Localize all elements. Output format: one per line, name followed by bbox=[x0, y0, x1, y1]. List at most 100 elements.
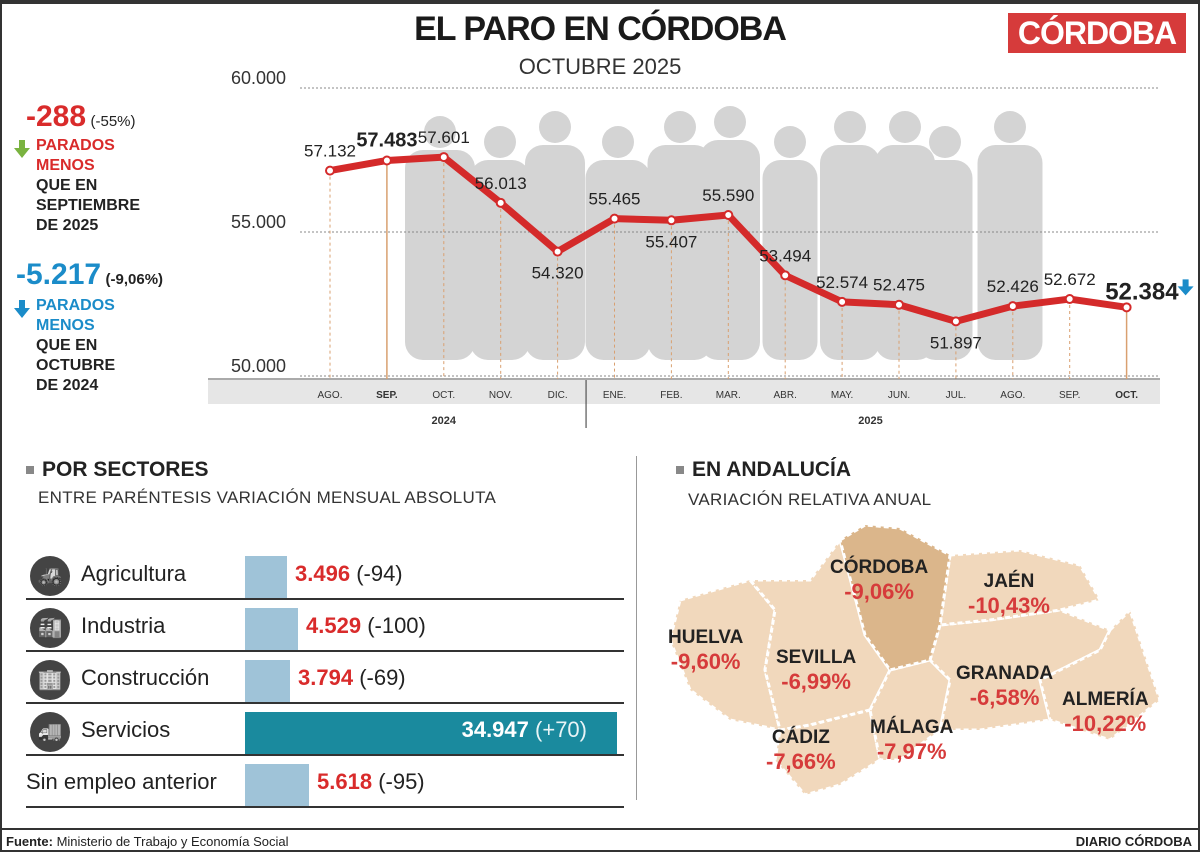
sector-row: 🚚 Servicios 34.947 (+70) bbox=[26, 704, 624, 756]
x-tick-label: OCT. bbox=[432, 390, 455, 401]
x-tick-label: AGO. bbox=[1000, 390, 1025, 401]
data-label: 52.426 bbox=[987, 277, 1039, 296]
arrow-down-icon bbox=[14, 140, 30, 158]
truck-icon: 🚚 bbox=[30, 712, 70, 752]
sector-value: 5.618 (-95) bbox=[317, 769, 425, 795]
sectors-subtitle: ENTRE PARÉNTESIS VARIACIÓN MENSUAL ABSOL… bbox=[38, 488, 497, 507]
province-cordoba bbox=[838, 523, 952, 672]
data-point bbox=[1007, 301, 1018, 312]
people-silhouettes-illustration bbox=[405, 106, 1043, 360]
data-label: 54.320 bbox=[532, 264, 584, 283]
data-point bbox=[438, 152, 449, 163]
stat-line: PARADOS bbox=[36, 137, 115, 154]
page-title: EL PARO EN CÓRDOBA bbox=[414, 10, 787, 48]
map-label-sevilla: SEVILLA -6,99% bbox=[776, 646, 856, 694]
andalucia-map bbox=[668, 523, 1162, 797]
sector-value: 3.496 (-94) bbox=[295, 561, 403, 587]
sector-value: 3.794 (-69) bbox=[298, 665, 406, 691]
data-point bbox=[894, 299, 904, 310]
province-pct: -7,66% bbox=[766, 749, 836, 774]
data-label: 55.407 bbox=[645, 232, 697, 251]
sector-count: 34.947 bbox=[461, 717, 529, 742]
data-label: 57.132 bbox=[304, 142, 356, 161]
buildings-icon: 🏢 bbox=[30, 660, 70, 700]
x-tick-label: ABR. bbox=[774, 390, 797, 401]
factory-icon: 🏭 bbox=[30, 608, 70, 648]
sector-count: 3.496 bbox=[295, 561, 351, 586]
data-point bbox=[837, 296, 848, 307]
province-name: JAÉN bbox=[983, 571, 1035, 592]
footer-source: Fuente: Ministerio de Trabajo y Economía… bbox=[6, 834, 289, 849]
sector-change: (-100) bbox=[367, 613, 426, 638]
sectors-title: POR SECTORES bbox=[26, 458, 208, 482]
data-label: 57.483 bbox=[356, 129, 417, 151]
sector-change: (-94) bbox=[356, 561, 403, 586]
x-tick-label: DIC. bbox=[548, 390, 568, 401]
stat-yearly-text: PARADOS MENOS QUE EN OCTUBRE DE 2024 bbox=[14, 296, 115, 396]
data-point bbox=[666, 215, 677, 226]
stat-line: PARADOS bbox=[36, 297, 115, 314]
arrow-down-icon bbox=[14, 300, 30, 318]
province-pct: -6,58% bbox=[969, 685, 1040, 710]
y-tick-label: 50.000 bbox=[231, 356, 286, 376]
data-label: 52.384 bbox=[1105, 278, 1179, 305]
province-pct: -6,99% bbox=[781, 669, 851, 694]
map-label-almeria: ALMERÍA -10,22% bbox=[1062, 688, 1149, 736]
stat-value: -288 bbox=[26, 100, 87, 133]
tractor-icon: 🚜 bbox=[30, 556, 70, 596]
andalucia-title: EN ANDALUCÍA bbox=[676, 458, 851, 482]
year-label: 2025 bbox=[858, 415, 882, 427]
data-point bbox=[950, 316, 961, 327]
year-label: 2024 bbox=[432, 415, 457, 427]
data-point bbox=[381, 155, 392, 166]
sector-label: Agricultura bbox=[81, 561, 187, 586]
map-label-cadiz: CÁDIZ -7,66% bbox=[766, 726, 836, 774]
stat-line: DE 2025 bbox=[36, 217, 99, 234]
x-tick-label: JUL. bbox=[946, 390, 967, 401]
source-label: Fuente: bbox=[6, 834, 53, 849]
map-label-huelva: HUELVA -9,60% bbox=[668, 626, 743, 674]
x-axis-band bbox=[208, 380, 1160, 404]
footer-rule bbox=[0, 828, 1200, 830]
province-pct: -10,22% bbox=[1064, 711, 1147, 736]
sector-change: (+70) bbox=[535, 717, 587, 742]
sector-bar bbox=[245, 660, 290, 702]
sector-label: Industria bbox=[81, 613, 166, 638]
stat-line: MENOS bbox=[36, 157, 95, 174]
source-text: Ministerio de Trabajo y Economía Social bbox=[56, 834, 289, 849]
province-name: MÁLAGA bbox=[870, 717, 954, 738]
sector-count: 4.529 bbox=[306, 613, 362, 638]
province-name: CÁDIZ bbox=[771, 727, 830, 748]
data-label: 52.672 bbox=[1044, 270, 1096, 289]
province-name: ALMERÍA bbox=[1062, 689, 1149, 710]
province-pct: -9,06% bbox=[844, 579, 914, 604]
x-tick-label: SEP. bbox=[376, 390, 398, 401]
data-label: 51.897 bbox=[930, 333, 982, 352]
stat-line: SEPTIEMBRE bbox=[36, 197, 141, 214]
sector-row: 🏭 Industria 4.529 (-100) bbox=[26, 600, 624, 652]
page-subtitle: OCTUBRE 2025 bbox=[518, 54, 682, 79]
sector-row: Sin empleo anterior 5.618 (-95) bbox=[26, 756, 624, 808]
stat-pct: (-55%) bbox=[90, 113, 136, 130]
footer-credit: DIARIO CÓRDOBA bbox=[1075, 834, 1192, 849]
sector-label: Construcción bbox=[81, 665, 210, 690]
stat-pct: (-9,06%) bbox=[105, 271, 164, 288]
data-point bbox=[609, 213, 620, 224]
data-point bbox=[495, 197, 506, 208]
sector-value: 4.529 (-100) bbox=[306, 613, 426, 639]
province-name: SEVILLA bbox=[776, 647, 857, 668]
data-label: 52.475 bbox=[873, 276, 925, 295]
sector-change: (-95) bbox=[378, 769, 425, 794]
sector-change: (-69) bbox=[359, 665, 406, 690]
sector-label: Servicios bbox=[81, 717, 171, 742]
province-pct: -7,97% bbox=[876, 739, 947, 764]
sector-value: 34.947 (+70) bbox=[462, 717, 587, 743]
divider bbox=[636, 456, 637, 800]
arrow-down-icon bbox=[1177, 279, 1194, 296]
x-tick-label: SEP. bbox=[1059, 390, 1081, 401]
data-point bbox=[1121, 302, 1132, 313]
stat-line: MENOS bbox=[36, 317, 95, 334]
data-label: 55.590 bbox=[702, 186, 754, 205]
province-jaen bbox=[938, 548, 1103, 627]
